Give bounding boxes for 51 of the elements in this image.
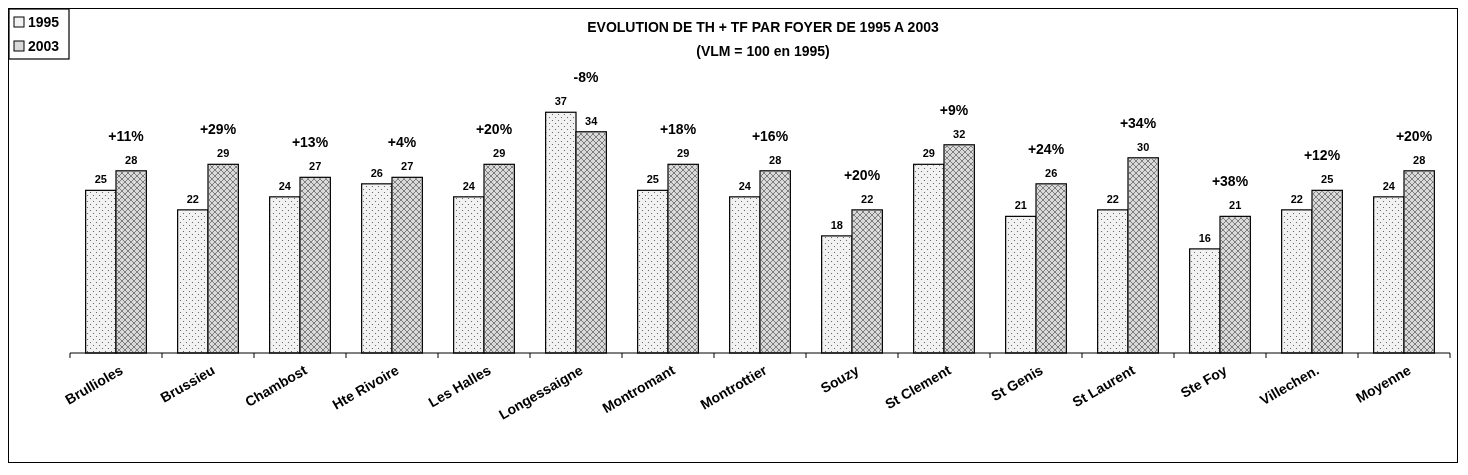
annotation: +4% xyxy=(387,134,417,151)
text: -8% xyxy=(573,69,599,86)
annotation: +20% xyxy=(1395,127,1433,144)
data-label: 21 xyxy=(1229,199,1242,212)
annotation: +16% xyxy=(751,127,789,144)
annotation: +29% xyxy=(199,121,237,138)
x-tick-label: St Genis xyxy=(988,361,1046,404)
x-tick-label: Ste Foy xyxy=(1177,361,1230,401)
legend-label: 2003 xyxy=(28,38,60,54)
data-label: 25 xyxy=(1321,173,1334,186)
annotation: +11% xyxy=(108,127,145,144)
annotation: +13% xyxy=(291,134,329,151)
annotation: +20% xyxy=(843,166,881,183)
data-label: 18 xyxy=(830,218,843,231)
data-label: 26 xyxy=(1045,166,1058,179)
data-label: 29 xyxy=(677,147,690,160)
data-label: 28 xyxy=(769,153,782,166)
data-label: 22 xyxy=(186,192,199,205)
data-label: 37 xyxy=(554,95,567,108)
data-label: 29 xyxy=(493,147,506,160)
data-label: 22 xyxy=(861,192,874,205)
data-label: 29 xyxy=(217,147,230,160)
data-label: 22 xyxy=(1106,192,1119,205)
data-label: 32 xyxy=(953,127,966,140)
data-label: 24 xyxy=(738,179,752,192)
data-label: 28 xyxy=(1413,153,1426,166)
data-label: 30 xyxy=(1137,140,1150,153)
chart-subtitle: (VLM = 100 en 1995) xyxy=(696,43,830,59)
data-label: 26 xyxy=(370,166,383,179)
data-label: 21 xyxy=(1014,199,1027,212)
annotation: +18% xyxy=(659,121,697,138)
annotation: +12% xyxy=(1303,147,1341,164)
data-label: 25 xyxy=(646,173,659,186)
annotation: +9% xyxy=(939,101,969,118)
chart-title: EVOLUTION DE TH + TF PAR FOYER DE 1995 A 2003 xyxy=(587,19,939,35)
data-label: 28 xyxy=(125,153,138,166)
data-label: 25 xyxy=(94,173,107,186)
data-label: 27 xyxy=(309,160,322,173)
data-label: 34 xyxy=(585,114,599,127)
data-label: 24 xyxy=(462,179,476,192)
data-label: 24 xyxy=(1382,179,1396,192)
annotation: +38% xyxy=(1211,173,1249,190)
data-label: 22 xyxy=(1290,192,1303,205)
data-label: 24 xyxy=(278,179,292,192)
annotation: +24% xyxy=(1027,140,1065,157)
data-label: 27 xyxy=(401,160,414,173)
annotation: +34% xyxy=(1119,114,1157,131)
annotation: +20% xyxy=(475,121,513,138)
legend-label: 1995 xyxy=(28,14,60,30)
data-label: 16 xyxy=(1198,231,1211,244)
data-label: 29 xyxy=(922,147,935,160)
